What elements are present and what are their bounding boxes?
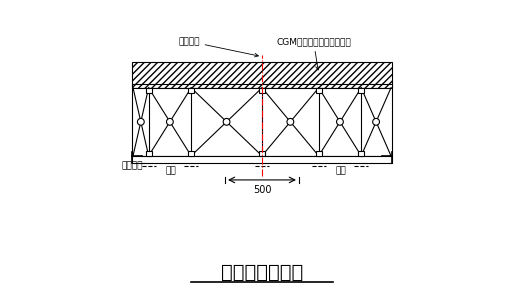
Bar bbox=[132, 62, 392, 88]
Circle shape bbox=[287, 118, 294, 125]
Bar bbox=[259, 88, 265, 93]
Bar bbox=[132, 88, 392, 156]
Bar bbox=[259, 151, 265, 156]
Text: 对拉螺栓: 对拉螺栓 bbox=[122, 162, 143, 171]
Circle shape bbox=[223, 118, 230, 125]
Circle shape bbox=[336, 118, 343, 125]
Text: CGM高强无收缩灌浆料灌实: CGM高强无收缩灌浆料灌实 bbox=[276, 37, 351, 70]
Circle shape bbox=[137, 118, 144, 125]
Text: 角钢: 角钢 bbox=[166, 166, 177, 175]
Circle shape bbox=[167, 118, 173, 125]
Bar bbox=[315, 88, 322, 93]
Circle shape bbox=[373, 118, 379, 125]
Bar bbox=[315, 151, 322, 156]
Bar bbox=[358, 151, 364, 156]
Bar bbox=[146, 151, 152, 156]
Text: 预制钢梁示意图: 预制钢梁示意图 bbox=[221, 262, 303, 281]
Bar bbox=[188, 88, 194, 93]
Bar bbox=[146, 88, 152, 93]
Text: 梁跨中线: 梁跨中线 bbox=[178, 37, 258, 57]
Bar bbox=[188, 151, 194, 156]
Bar bbox=[132, 156, 392, 163]
Bar bbox=[358, 88, 364, 93]
Text: 角钢: 角钢 bbox=[336, 166, 347, 175]
Bar bbox=[132, 84, 392, 88]
Bar bbox=[132, 62, 392, 88]
Text: 500: 500 bbox=[253, 185, 271, 195]
